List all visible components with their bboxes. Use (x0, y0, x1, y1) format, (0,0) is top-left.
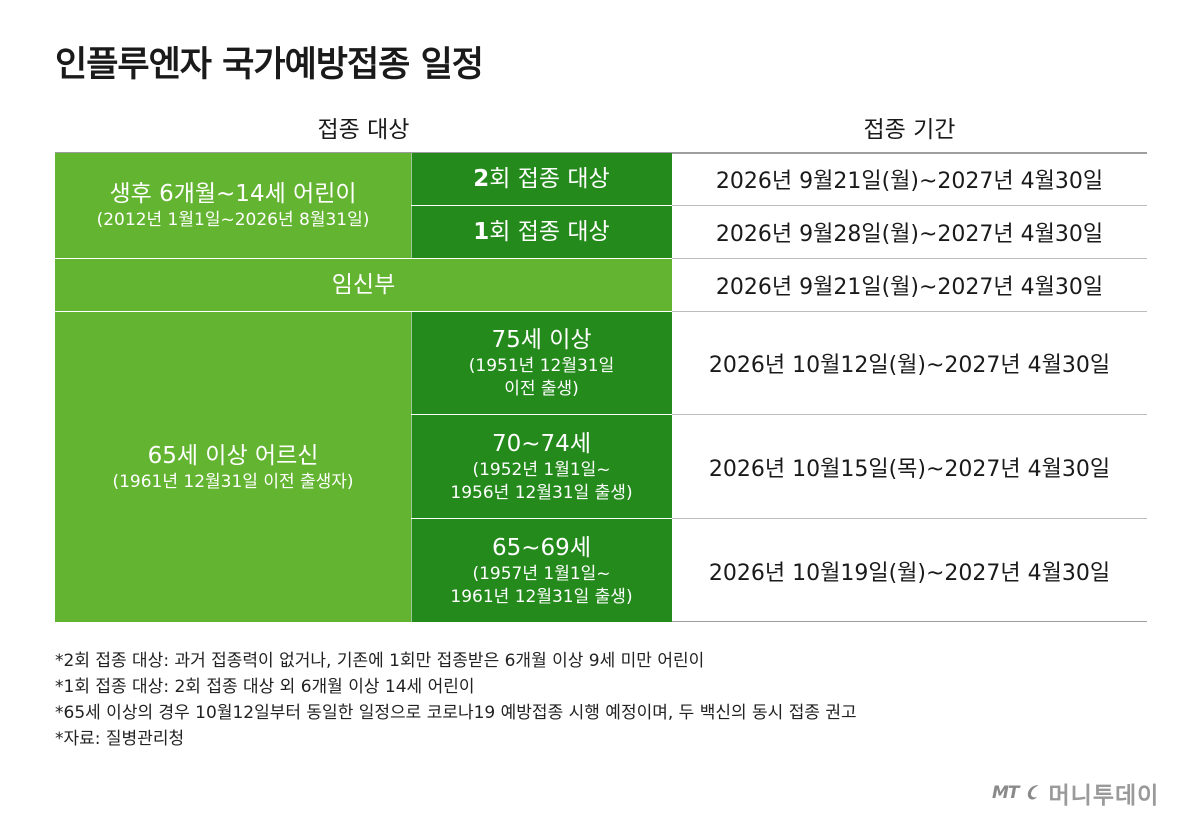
elderly-birth-range: (1961년 12월31일 이전 출생자) (112, 471, 354, 492)
age70-sub-line1: (1952년 1월1일~ (472, 459, 611, 480)
row-divider (672, 414, 1147, 415)
dose1-period: 2026년 9월28일(월)~2027년 4월30일 (715, 222, 1104, 247)
age65-sub-line2: 1961년 12월31일 출생) (450, 586, 633, 607)
dose2-period: 2026년 9월21일(월)~2027년 4월30일 (715, 169, 1104, 194)
header-target: 접종 대상 (317, 117, 410, 143)
logo-swoosh-icon (1027, 785, 1039, 800)
age70-label: 70~74세 (492, 430, 591, 457)
elderly-label: 65세 이상 어르신 (147, 442, 319, 469)
age65-label: 65~69세 (492, 534, 591, 561)
age65-sub-line1: (1957년 1월1일~ (472, 563, 611, 584)
pregnant-cell: 임신부 (55, 259, 672, 311)
cell-separator (411, 205, 672, 206)
logo-mark: MT (992, 783, 1019, 803)
age65-cell: 65~69세 (1957년 1월1일~ 1961년 12월31일 출생) (411, 519, 672, 622)
dose1-count: 1 (473, 219, 490, 245)
age75-label: 75세 이상 (491, 327, 592, 353)
footnotes: *2회 접종 대상: 과거 접종력이 없거나, 기존에 1회만 접종받은 6개월… (55, 648, 857, 752)
children-label: 생후 6개월~14세 어린이 (109, 181, 357, 207)
cell-separator (411, 518, 672, 519)
age70-cell: 70~74세 (1952년 1월1일~ 1956년 12월31일 출생) (411, 415, 672, 518)
age70-sub-line2: 1956년 12월31일 출생) (450, 482, 633, 503)
row-divider (672, 205, 1147, 206)
footnote: *2회 접종 대상: 과거 접종력이 없거나, 기존에 1회만 접종받은 6개월… (55, 651, 705, 671)
age65-period: 2026년 10월19일(월)~2027년 4월30일 (708, 560, 1111, 586)
age75-sub-line1: (1951년 12월31일 (468, 356, 615, 376)
cell-separator (55, 258, 672, 259)
footnote: *65세 이상의 경우 10월12일부터 동일한 일정으로 코로나19 예방접종… (55, 703, 857, 723)
page-title: 인플루엔자 국가예방접종 일정 (55, 45, 484, 85)
age75-period: 2026년 10월12일(월)~2027년 4월30일 (708, 353, 1111, 378)
cell-separator (411, 414, 672, 415)
footnote: *1회 접종 대상: 2회 접종 대상 외 6개월 이상 14세 어린이 (55, 677, 475, 697)
logo-name: 머니투데이 (1048, 783, 1160, 809)
cell-separator (411, 312, 412, 622)
row-divider (672, 311, 1147, 312)
dose2-label: 회 접종 대상 (489, 166, 610, 192)
pregnant-period: 2026년 9월21일(월)~2027년 4월30일 (715, 275, 1104, 300)
elderly-cell: 65세 이상 어르신 (1961년 12월31일 이전 출생자) (55, 312, 411, 622)
row-divider (672, 258, 1147, 259)
pregnant-label: 임신부 (331, 272, 396, 298)
children-cell: 생후 6개월~14세 어린이 (2012년 1월1일~2026년 8월31일) (55, 153, 411, 258)
dose1-label: 회 접종 대상 (489, 219, 610, 245)
footnote: *자료: 질병관리청 (55, 729, 185, 749)
row-divider (672, 518, 1147, 519)
age70-period: 2026년 10월15일(목)~2027년 4월30일 (708, 456, 1111, 482)
header-period: 접종 기간 (863, 117, 956, 143)
publisher-logo: MT 머니투데이 (992, 776, 1159, 810)
age75-sub-line2: 이전 출생) (504, 379, 579, 399)
dose2-count: 2 (473, 166, 490, 192)
age75-cell: 75세 이상 (1951년 12월31일 이전 출생) (411, 312, 672, 414)
cell-separator (55, 311, 672, 312)
dose2-cell: 2 회 접종 대상 (411, 153, 672, 205)
children-birth-range: (2012년 1월1일~2026년 8월31일) (96, 210, 370, 230)
dose1-cell: 1 회 접종 대상 (411, 206, 672, 258)
